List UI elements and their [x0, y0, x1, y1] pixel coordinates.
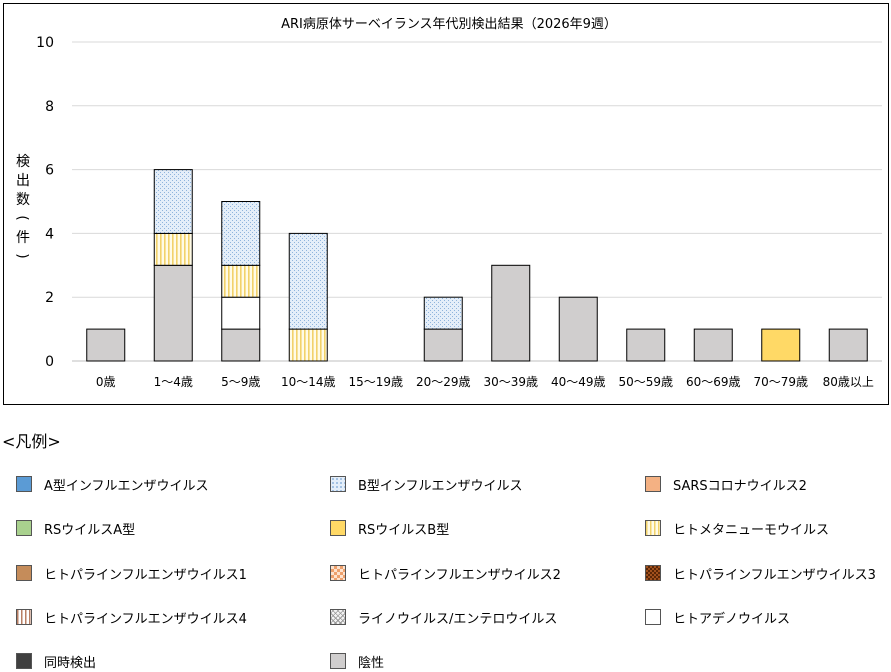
bar-segment	[153, 169, 193, 234]
bar-segment	[221, 296, 261, 330]
bar-segment	[558, 296, 598, 362]
x-tick-label: 1～4歳	[154, 375, 193, 389]
legend-label: SARSコロナウイルス2	[673, 478, 807, 494]
bar-segment	[288, 232, 328, 330]
legend-label: RSウイルスB型	[358, 522, 450, 538]
legend-label: ヒトパラインフルエンザウイルス4	[44, 611, 247, 627]
x-tick-label: 15～19歳	[348, 375, 403, 389]
yellow-vertical-stripe-swatch-icon	[645, 520, 661, 536]
gridlines	[72, 41, 882, 362]
bar-segment	[423, 328, 463, 362]
legend-item-rsv-a: RSウイルスA型	[16, 518, 135, 538]
solid-blue-swatch-icon	[16, 476, 32, 492]
brown-vertical-stripe-swatch-icon	[16, 609, 32, 625]
x-tick-label: 0歳	[96, 375, 116, 389]
y-tick-label: 10	[36, 35, 54, 51]
legend-item-sars-cov-2: SARSコロナウイルス2	[645, 474, 807, 494]
y-tick-label: 4	[45, 226, 54, 242]
solid-salmon-swatch-icon	[645, 476, 661, 492]
bar-segment	[153, 264, 193, 362]
stacked-bar-chart: ARI病原体サーベイランス年代別検出結果（2026年9週） 0 2 4 6 8 10 検出…	[14, 17, 882, 389]
bar-segment	[221, 264, 261, 298]
legend-item-coinfection: 同時検出	[16, 651, 96, 671]
gray-crosshatch-swatch-icon	[330, 609, 346, 625]
legend-item-influenza-b: B型インフルエンザウイルス	[330, 474, 523, 494]
y-axis-label-char: 検	[16, 154, 30, 170]
solid-green-swatch-icon	[16, 520, 32, 536]
x-tick-label: 20～29歳	[416, 375, 471, 389]
y-axis-label: 検出数 ( 件)	[14, 154, 30, 259]
legend-item-rhino-entero: ライノウイルス/エンテロウイルス	[330, 607, 557, 627]
solid-yellow-swatch-icon	[330, 520, 346, 536]
bars	[86, 169, 868, 362]
bar-segment	[221, 328, 261, 362]
y-axis-label-char: 件	[16, 230, 30, 246]
x-tick-label: 50～59歳	[618, 375, 673, 389]
legend-label: ヒトアデノウイルス	[673, 611, 791, 627]
bar-segment	[626, 328, 666, 362]
bar-segment	[693, 328, 733, 362]
x-tick-label: 10～14歳	[281, 375, 336, 389]
y-tick-label: 0	[45, 354, 54, 370]
bar-segment	[288, 328, 328, 362]
legend-item-parainfluenza-4: ヒトパラインフルエンザウイルス4	[16, 607, 247, 627]
y-tick-label: 8	[45, 99, 54, 115]
chart-title: ARI病原体サーベイランス年代別検出結果（2026年9週）	[281, 17, 617, 32]
legend-label: ヒトメタニューモウイルス	[673, 522, 830, 538]
legend-item-parainfluenza-2: ヒトパラインフルエンザウイルス2	[330, 563, 561, 583]
bar-segment	[221, 201, 261, 266]
x-tick-label: 80歳以上	[823, 375, 874, 389]
x-tick-label: 60～69歳	[686, 375, 741, 389]
y-tick-label: 6	[45, 163, 54, 179]
legend-label: ヒトパラインフルエンザウイルス3	[673, 567, 876, 583]
bar-segment	[491, 264, 531, 362]
y-tick-label: 2	[45, 290, 54, 306]
y-axis-label-char: )	[14, 253, 30, 258]
x-tick-label: 30～39歳	[483, 375, 538, 389]
legend-item-parainfluenza-3: ヒトパラインフルエンザウイルス3	[645, 563, 876, 583]
white-swatch-icon	[645, 609, 661, 625]
legend-heading: <凡例>	[2, 432, 61, 451]
bar-segment	[423, 296, 463, 330]
legend-label: 同時検出	[44, 655, 97, 671]
solid-brown-swatch-icon	[16, 565, 32, 581]
legend-label: B型インフルエンザウイルス	[358, 478, 523, 494]
legend-label: ライノウイルス/エンテロウイルス	[358, 611, 558, 627]
bar-segment	[86, 328, 126, 362]
x-tick-label: 40～49歳	[551, 375, 606, 389]
x-axis-ticks: 0歳 1～4歳 5～9歳 10～14歳 15～19歳 20～29歳 30～39歳 40～49歳…	[96, 375, 874, 389]
legend-item-influenza-a: A型インフルエンザウイルス	[16, 474, 209, 494]
bar-segment	[761, 328, 801, 362]
legend-item-rsv-b: RSウイルスB型	[330, 518, 449, 538]
dark-gray-swatch-icon	[16, 653, 32, 669]
legend-label: A型インフルエンザウイルス	[44, 478, 209, 494]
y-axis-label-char: 出	[16, 173, 30, 189]
legend-item-parainfluenza-1: ヒトパラインフルエンザウイルス1	[16, 563, 247, 583]
y-axis-label-char: (	[14, 215, 30, 220]
orange-checker-swatch-icon	[330, 565, 346, 581]
bar-segment	[828, 328, 868, 362]
legend-label: 陰性	[358, 655, 385, 671]
x-tick-label: 70～79歳	[753, 375, 808, 389]
light-gray-swatch-icon	[330, 653, 346, 669]
bar-segment	[153, 232, 193, 266]
legend-item-hmpv: ヒトメタニューモウイルス	[645, 518, 829, 538]
legend-label: ヒトパラインフルエンザウイルス1	[44, 567, 247, 583]
dotted-light-blue-swatch-icon	[330, 476, 346, 492]
y-axis-ticks: 0 2 4 6 8 10	[36, 35, 54, 370]
legend-item-adenovirus: ヒトアデノウイルス	[645, 607, 790, 627]
chart-frame: ARI病原体サーベイランス年代別検出結果（2026年9週） 0 2 4 6 8 10 検出…	[3, 3, 889, 405]
legend-label: RSウイルスA型	[44, 522, 136, 538]
dark-brown-checker-swatch-icon	[645, 565, 661, 581]
legend-item-negative: 陰性	[330, 651, 384, 671]
y-axis-label-char: 数	[16, 192, 30, 208]
legend-label: ヒトパラインフルエンザウイルス2	[358, 567, 561, 583]
x-tick-label: 5～9歳	[221, 375, 260, 389]
